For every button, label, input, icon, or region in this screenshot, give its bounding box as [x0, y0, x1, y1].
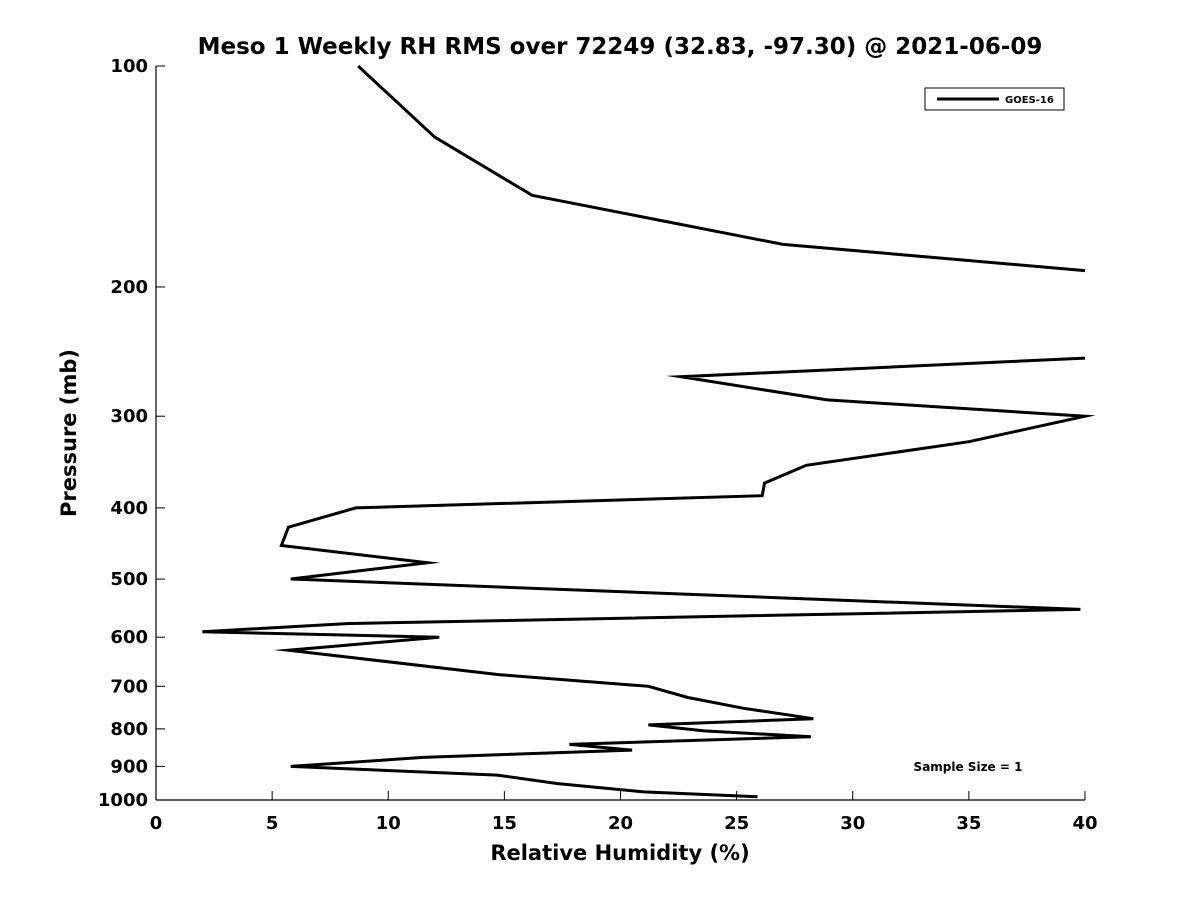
- series-line-segment: [357, 64, 1086, 273]
- legend: GOES-16: [924, 87, 1065, 111]
- y-tick-label: 1000: [98, 790, 148, 811]
- y-tick-label: 100: [110, 56, 148, 77]
- x-tick-label: 5: [266, 813, 279, 834]
- x-tick-label: 15: [492, 813, 517, 834]
- axes: 0 5 10 15 20 25 30 35 40 100 200 300 400 500 600 700 800…: [98, 56, 1098, 834]
- x-tick-label: 30: [840, 813, 865, 834]
- y-tick-label: 700: [110, 676, 148, 697]
- x-axis-label: Relative Humidity (%): [490, 841, 749, 865]
- y-tick-label: 600: [110, 627, 148, 648]
- y-tick-label: 400: [110, 498, 148, 519]
- x-tick-label: 0: [150, 813, 163, 834]
- y-tick-label: 900: [110, 756, 148, 777]
- y-tick-label: 800: [110, 719, 148, 740]
- y-tick-label: 300: [110, 406, 148, 427]
- x-tick-label: 25: [724, 813, 749, 834]
- x-tick-label: 20: [608, 813, 633, 834]
- x-tick-label: 10: [376, 813, 401, 834]
- plot-area: [202, 64, 1096, 799]
- chart-title: Meso 1 Weekly RH RMS over 72249 (32.83, …: [198, 34, 1043, 60]
- series-line-segment: [202, 356, 1096, 799]
- legend-label: GOES-16: [1005, 95, 1054, 106]
- x-tick-label: 40: [1072, 813, 1097, 834]
- y-axis-label: Pressure (mb): [57, 349, 81, 517]
- y-tick-label: 500: [110, 569, 148, 590]
- y-tick-label: 200: [110, 277, 148, 298]
- x-tick-label: 35: [956, 813, 981, 834]
- sample-size-annotation: Sample Size = 1: [914, 760, 1023, 774]
